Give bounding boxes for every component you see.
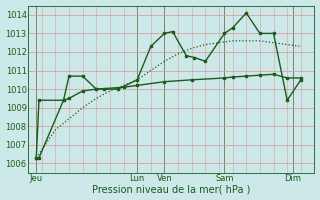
X-axis label: Pression niveau de la mer( hPa ): Pression niveau de la mer( hPa ) — [92, 184, 251, 194]
